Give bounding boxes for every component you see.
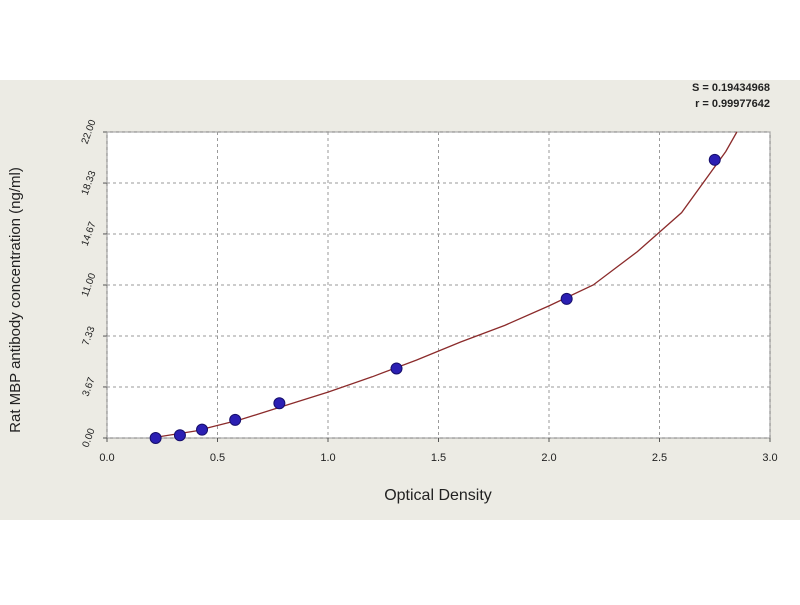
annotation: r = 0.99977642 bbox=[695, 98, 770, 110]
x-tick-label: 0.0 bbox=[99, 452, 114, 464]
data-point bbox=[273, 397, 286, 410]
data-point bbox=[196, 423, 209, 436]
y-axis-label: Rat MBP antibody concentration (ng/ml) bbox=[7, 167, 24, 433]
x-tick-label: 3.0 bbox=[762, 452, 777, 464]
data-point bbox=[173, 429, 186, 442]
x-tick-label: 0.5 bbox=[210, 452, 225, 464]
data-point bbox=[229, 413, 242, 426]
data-point bbox=[149, 432, 162, 444]
fit-curve bbox=[151, 131, 738, 439]
annotation: S = 0.19434968 bbox=[692, 82, 770, 94]
x-tick-label: 1.5 bbox=[431, 452, 446, 464]
data-point bbox=[560, 292, 573, 305]
x-tick-label: 1.0 bbox=[320, 452, 335, 464]
x-tick-label: 2.5 bbox=[652, 452, 667, 464]
x-tick-label: 2.0 bbox=[541, 452, 556, 464]
data-point bbox=[390, 362, 403, 375]
x-axis-label: Optical Density bbox=[384, 487, 492, 504]
data-point bbox=[708, 153, 721, 166]
